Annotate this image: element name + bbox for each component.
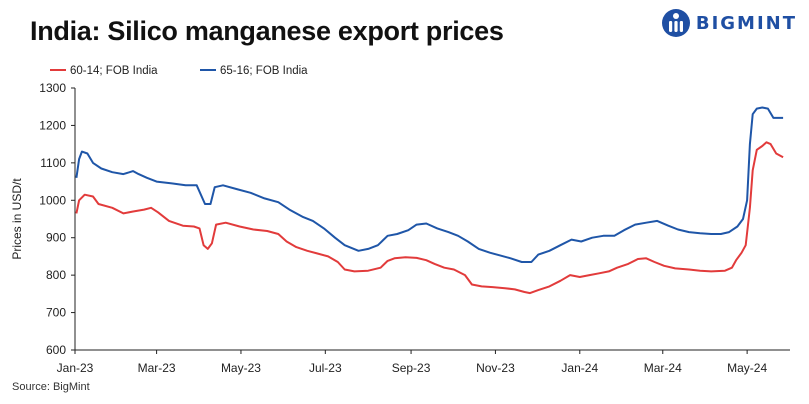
x-tick-label: Nov-23 [476,361,515,375]
x-tick-label: Mar-23 [138,361,176,375]
legend-label-1: 60-14; FOB India [70,65,158,77]
x-tick-label: May-24 [727,361,767,375]
legend-label-2: 65-16; FOB India [220,65,308,77]
y-tick-label: 900 [46,231,66,245]
series-line-2 [75,106,784,263]
source-note: Source: BigMint [12,381,90,393]
chart-title: India: Silico manganese export prices [30,16,504,46]
chart-plot-area [75,106,784,295]
y-tick-label: 600 [46,343,66,357]
x-tick-label: Jan-23 [57,361,94,375]
x-tick-label: Sep-23 [392,361,431,375]
series-line-1 [75,141,784,295]
y-tick-label: 1200 [39,118,66,132]
chart-legend: 60-14; FOB India 65-16; FOB India [50,65,308,77]
y-tick-label: 700 [46,306,66,320]
bigmint-logo-icon [661,9,690,37]
bigmint-logo: BIGMINT [661,6,797,40]
y-tick-label: 1300 [39,81,66,95]
logo-text: BIGMINT [695,12,797,34]
x-tick-label: Mar-24 [644,361,682,375]
chart-axes: 600 700 800 900 1000 1100 1200 1300 Jan-23 Mar-23… [10,81,790,375]
y-tick-label: 1000 [39,193,66,207]
x-tick-label: Jan-24 [561,361,598,375]
y-tick-label: 1100 [40,156,66,170]
y-tick-label: 800 [46,268,66,282]
x-tick-label: Jul-23 [309,361,342,375]
x-tick-label: May-23 [221,361,261,375]
y-axis-title: Prices in USD/t [10,178,24,260]
